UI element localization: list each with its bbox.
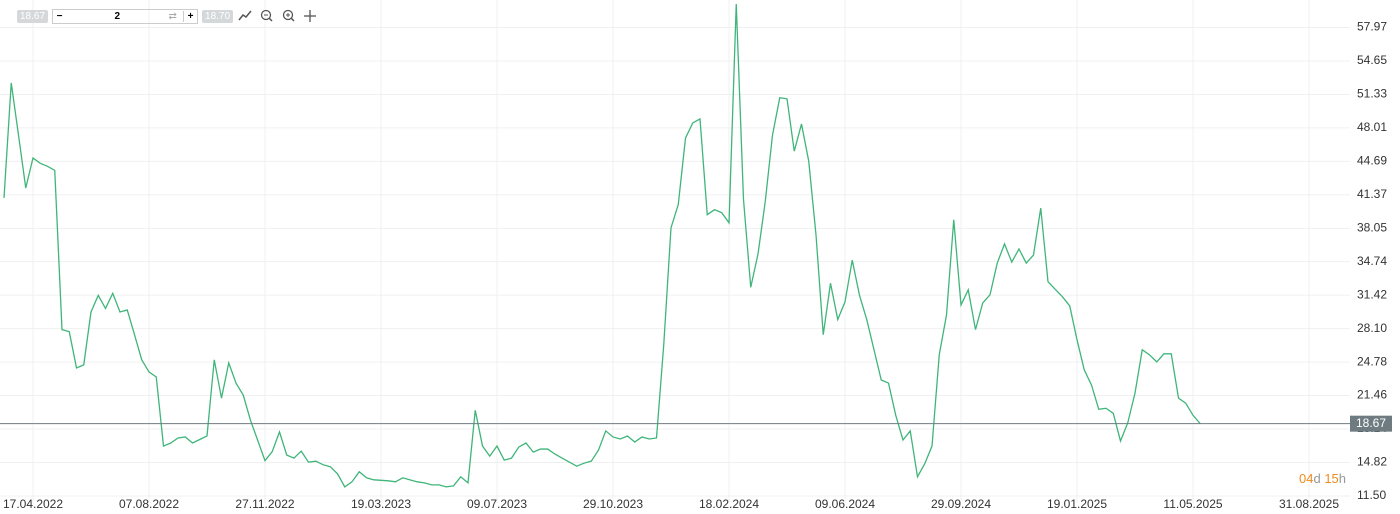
- x-tick-label: 18.02.2024: [699, 497, 759, 511]
- swap-icon[interactable]: ⇄: [168, 10, 177, 22]
- y-tick-label: 14.82: [1357, 455, 1387, 469]
- y-tick-label: 41.37: [1357, 187, 1387, 201]
- x-tick-label: 11.05.2025: [1163, 497, 1222, 511]
- hours: 15: [1324, 471, 1339, 486]
- y-tick-label: 51.33: [1357, 87, 1387, 101]
- y-tick-label: 34.74: [1357, 254, 1387, 268]
- x-tick-label: 19.01.2025: [1047, 497, 1107, 511]
- y-tick-label: 38.05: [1357, 220, 1387, 234]
- x-tick-label: 27.11.2022: [235, 497, 294, 511]
- x-tick-label: 17.04.2022: [3, 497, 63, 511]
- increase-button[interactable]: +: [183, 10, 197, 22]
- y-tick-label: 44.69: [1357, 154, 1387, 168]
- y-tick-label: 48.01: [1357, 120, 1387, 134]
- tool-icons[interactable]: [237, 8, 321, 24]
- days-unit: d: [1313, 471, 1321, 486]
- y-tick-label: 28.10: [1357, 321, 1387, 335]
- days: 04: [1299, 471, 1314, 486]
- y-tick-label: 31.42: [1357, 287, 1387, 301]
- y-tick-label: 54.65: [1357, 53, 1387, 67]
- x-tick-label: 29.09.2024: [931, 497, 991, 511]
- hours-unit: h: [1338, 471, 1347, 486]
- x-tick-label: 31.08.2025: [1279, 497, 1339, 511]
- x-tick-label: 09.06.2024: [815, 497, 875, 511]
- countdown: 04d 15h: [1299, 471, 1346, 486]
- current-price-box: [1350, 415, 1392, 432]
- x-tick-label: 19.03.2023: [351, 497, 411, 511]
- decrease-button[interactable]: −: [56, 10, 63, 22]
- amount-box: − 2 ⇄ +: [52, 8, 199, 24]
- x-tick-label: 29.10.2023: [583, 497, 643, 511]
- toolbar: 18.67 − 2 ⇄ + 18.70: [17, 8, 321, 24]
- y-tick-label: 21.46: [1357, 388, 1387, 402]
- ask-price: 18.70: [202, 9, 234, 23]
- price-line: [3, 4, 1201, 488]
- current-price-label: 18.67: [1356, 416, 1386, 430]
- y-tick-label: 57.97: [1357, 20, 1387, 34]
- y-tick-label: 11.50: [1357, 488, 1386, 502]
- y-tick-label: 24.78: [1357, 354, 1387, 368]
- bid-price: 18.67: [17, 9, 49, 23]
- x-tick-label: 09.07.2023: [467, 497, 527, 511]
- amount-input[interactable]: 2: [114, 10, 121, 22]
- x-tick-label: 07.08.2022: [119, 497, 179, 511]
